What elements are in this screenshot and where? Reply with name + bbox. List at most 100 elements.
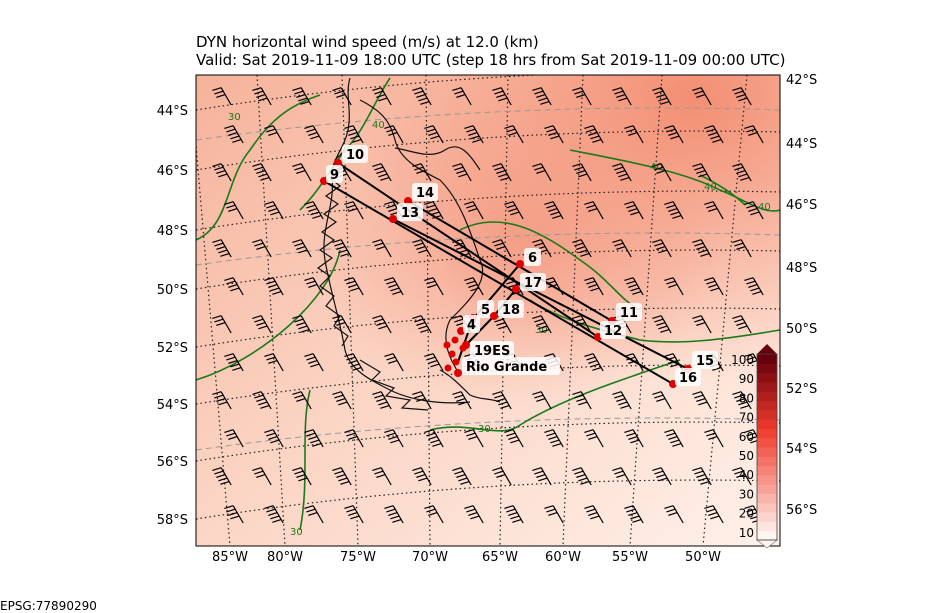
map-frame xyxy=(195,74,781,547)
contour-label: 40 xyxy=(372,120,385,131)
wind-barb xyxy=(584,125,604,144)
lon-label: 60°W xyxy=(545,550,581,565)
right-lat-label: 48°S xyxy=(786,261,817,276)
colorbar-band xyxy=(757,363,777,374)
map-title-line1: DYN horizontal wind speed (m/s) at 12.0 … xyxy=(196,33,539,51)
colorbar-band xyxy=(757,400,777,411)
wind-barb xyxy=(412,239,432,258)
wind-barb xyxy=(492,239,512,258)
contour-line xyxy=(429,359,681,432)
wind-barb xyxy=(304,277,324,296)
wind-barb xyxy=(292,467,312,486)
wind-barbs xyxy=(212,87,764,524)
wind-barb xyxy=(732,467,752,486)
left-lat-label: 48°S xyxy=(157,224,188,239)
wind-barb xyxy=(372,467,392,486)
wind-barb xyxy=(384,505,404,524)
station-label: 13 xyxy=(401,206,419,221)
station-marker xyxy=(389,215,397,223)
wind-barb xyxy=(412,163,432,182)
coast-line xyxy=(394,146,481,171)
colorbar-band xyxy=(757,437,777,448)
wind-barb xyxy=(372,391,392,410)
wind-barb xyxy=(332,239,352,258)
wind-barb xyxy=(332,315,352,334)
station-marker xyxy=(512,285,520,293)
map-title-line2: Valid: Sat 2019-11-09 18:00 UTC (step 18… xyxy=(196,51,786,69)
wind-barb xyxy=(292,315,312,334)
wind-barb xyxy=(264,125,284,144)
right-lat-label: 42°S xyxy=(786,73,817,88)
epsg-label: EPSG:77890290 xyxy=(0,599,97,613)
colorbar-band xyxy=(757,493,777,504)
wind-barb xyxy=(212,87,232,106)
right-lat-label: 56°S xyxy=(786,503,817,518)
lon-label: 85°W xyxy=(212,550,248,565)
wind-barb xyxy=(664,125,684,144)
wind-barb xyxy=(304,353,324,372)
wind-barb xyxy=(584,505,604,524)
colorbar-band xyxy=(757,456,777,467)
wind-barb xyxy=(612,163,632,182)
contour-label: 30 xyxy=(535,325,548,336)
wind-barb xyxy=(704,429,724,448)
wind-barb xyxy=(664,201,684,220)
colorbar-band xyxy=(757,354,777,364)
wind-barb xyxy=(532,163,552,182)
wind-barb xyxy=(492,467,512,486)
station-label-bg xyxy=(498,300,524,318)
wind-barb xyxy=(732,163,752,182)
colorbar-tick: 90 xyxy=(739,372,754,386)
station-label-bg xyxy=(524,248,541,266)
wind-barb xyxy=(424,505,444,524)
wind-barb xyxy=(424,277,444,296)
left-lat-label: 44°S xyxy=(157,104,188,119)
station-label-bg xyxy=(675,368,701,386)
wind-barb xyxy=(652,315,672,334)
station-label: 10 xyxy=(346,148,364,163)
wind-barb xyxy=(732,87,752,106)
wind-barb xyxy=(704,277,724,296)
station-label: 14 xyxy=(416,186,434,201)
wind-barb xyxy=(732,315,752,334)
station-label-bg xyxy=(397,203,423,221)
coast-line xyxy=(359,359,429,411)
left-lat-label: 56°S xyxy=(157,455,188,470)
station-marker-small xyxy=(451,336,459,344)
wind-barb xyxy=(744,277,764,296)
wind-barb xyxy=(252,467,272,486)
wind-barb xyxy=(424,353,444,372)
wind-barb xyxy=(304,429,324,448)
station-marker-small xyxy=(443,341,451,349)
wind-barb xyxy=(224,125,244,144)
station-label-bg xyxy=(692,351,718,369)
wind-barb xyxy=(744,201,764,220)
wind-barb xyxy=(692,315,712,334)
contour-label: 30 xyxy=(228,112,241,123)
wind-barb xyxy=(692,163,712,182)
contour-label: 30 xyxy=(290,527,303,538)
wind-barb xyxy=(384,125,404,144)
wind-barb xyxy=(492,87,512,106)
wind-barb xyxy=(264,353,284,372)
wind-barb xyxy=(504,429,524,448)
colorbar-tick: 100 xyxy=(731,353,754,367)
wind-barb xyxy=(452,163,472,182)
wind-barb xyxy=(412,315,432,334)
right-lat-label: 50°S xyxy=(786,322,817,337)
right-lat-label: 52°S xyxy=(786,382,817,397)
wind-barb xyxy=(532,315,552,334)
track-line xyxy=(407,200,613,322)
wind-barb xyxy=(344,277,364,296)
wind-barb xyxy=(452,391,472,410)
wind-barb xyxy=(492,391,512,410)
wind-barb xyxy=(504,125,524,144)
colorbar-band xyxy=(757,502,777,513)
contour-line xyxy=(196,94,321,241)
station-label-bg xyxy=(412,183,438,201)
left-lat-label: 52°S xyxy=(157,341,188,356)
wind-barb xyxy=(612,239,632,258)
wind-barb xyxy=(532,87,552,106)
contour-line xyxy=(569,149,780,212)
